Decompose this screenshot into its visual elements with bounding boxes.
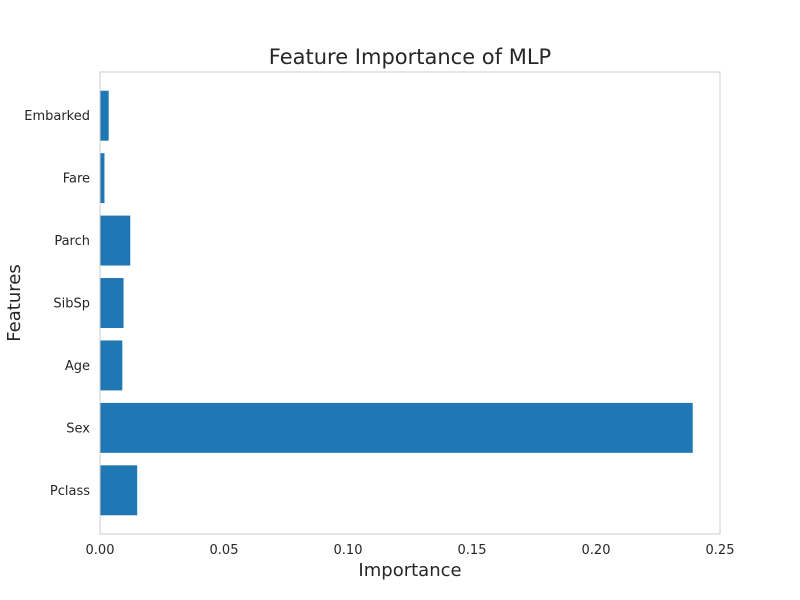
y-axis-label: Features: [4, 264, 25, 341]
x-axis-label: Importance: [358, 560, 461, 581]
plot-area-frame: [99, 71, 721, 535]
x-tick-label: 0.10: [334, 543, 363, 558]
y-tick-label: Embarked: [24, 109, 90, 124]
y-tick-label: SibSp: [53, 297, 90, 312]
y-tick-labels: Pclass Sex Age SibSp Parch Fare Embarked: [24, 109, 90, 499]
chart-title: Feature Importance of MLP: [269, 45, 551, 69]
bar-sibsp: [100, 278, 124, 328]
x-tick-label: 0.15: [458, 543, 487, 558]
x-tick-label: 0.05: [210, 543, 239, 558]
bars-group: [100, 90, 693, 516]
y-tick-label: Age: [65, 359, 90, 374]
bar-pclass: [100, 465, 138, 516]
x-tick-label: 0.00: [86, 543, 115, 558]
x-tick-labels: 0.00 0.05 0.10 0.15 0.20 0.25: [86, 543, 735, 558]
y-tick-label: Fare: [63, 172, 90, 187]
y-tick-label: Pclass: [50, 484, 90, 499]
bar-age: [100, 340, 123, 391]
bar-sex: [100, 402, 693, 453]
x-tick-label: 0.25: [706, 543, 735, 558]
y-tick-label: Sex: [66, 421, 90, 436]
x-tick-label: 0.20: [582, 543, 611, 558]
bar-fare: [100, 153, 105, 204]
bar-parch: [100, 215, 131, 266]
bar-embarked: [100, 90, 109, 141]
y-tick-label: Parch: [54, 234, 90, 249]
